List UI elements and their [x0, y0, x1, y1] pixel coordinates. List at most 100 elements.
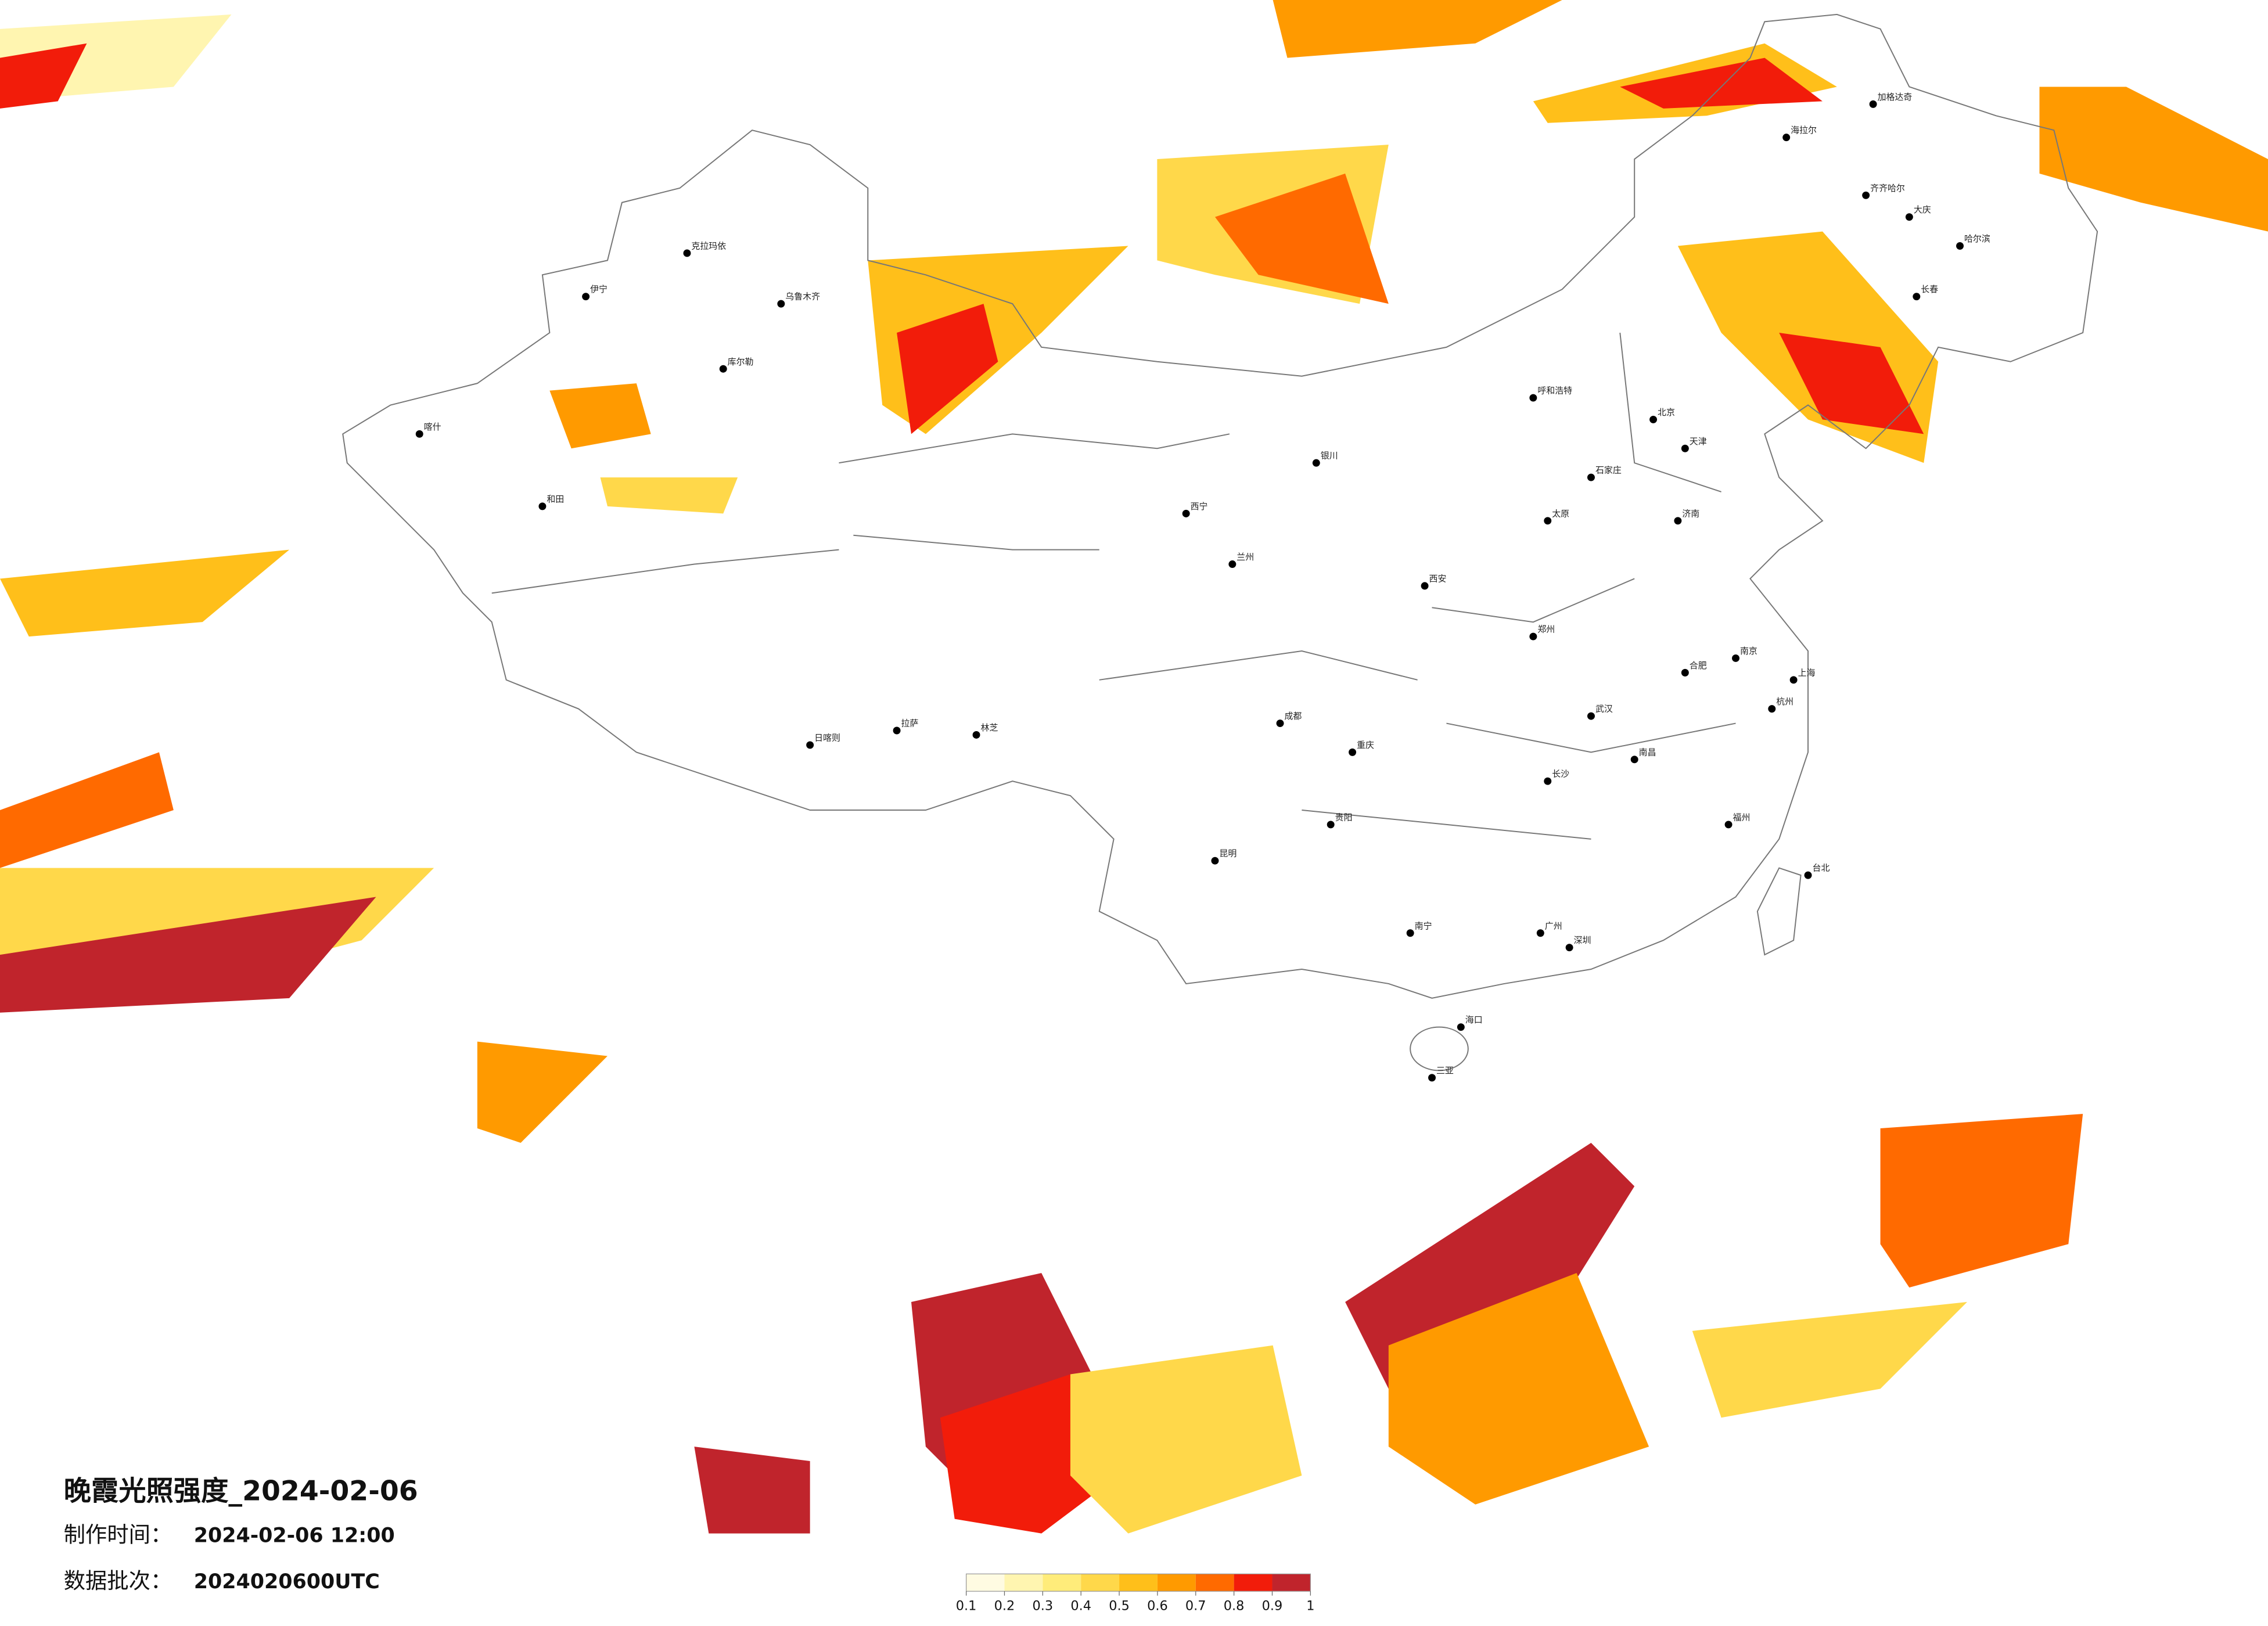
city-dot [1862, 191, 1870, 199]
field-patch [1214, 173, 1389, 304]
city-dot [1732, 654, 1739, 662]
colorbar-tick-label: 0.4 [1070, 1599, 1091, 1614]
hainan-outline [1410, 1026, 1469, 1071]
city-dot [1587, 473, 1595, 481]
city-dot [1804, 871, 1812, 879]
city-label: 北京 [1658, 407, 1675, 418]
city-dot [1587, 712, 1595, 720]
city-dot [1327, 821, 1335, 829]
field-patch [0, 897, 376, 1013]
colorbar-swatch [966, 1574, 1005, 1592]
colorbar-swatch [1195, 1574, 1234, 1592]
colorbar-tick-label: 0.5 [1109, 1599, 1130, 1614]
colorbar-tick-label: 0.9 [1262, 1599, 1283, 1614]
city-label: 南京 [1740, 646, 1757, 656]
city-dot [1536, 929, 1544, 937]
field-patch [1620, 57, 1823, 109]
city-label: 大庆 [1914, 204, 1931, 215]
city-label: 贵阳 [1335, 812, 1353, 822]
city-dot [1312, 459, 1320, 467]
city-dot [972, 731, 980, 739]
city-label: 海拉尔 [1791, 125, 1817, 135]
city-dot [415, 430, 423, 438]
field-patch [1345, 1142, 1635, 1389]
field-patch [1273, 0, 1562, 58]
colorbar-swatch [1157, 1574, 1196, 1592]
colorbar-swatch [1119, 1574, 1158, 1592]
info-value: 2024020600UTC [194, 1570, 380, 1593]
boundaries [342, 13, 2098, 1071]
field-patch [477, 1041, 608, 1143]
city-dot [1182, 509, 1190, 517]
city-dot [1421, 582, 1429, 590]
city-label: 银川 [1321, 451, 1338, 461]
colorbar-frame [965, 1573, 1311, 1592]
city-dot [1428, 1074, 1436, 1082]
city-dot [582, 293, 590, 301]
field-patch [1779, 332, 1924, 434]
city-label: 和田 [547, 494, 564, 504]
field-patch [600, 477, 738, 514]
city-dot [1211, 857, 1219, 865]
map-title: 晚霞光照强度_2024-02-06 [64, 1475, 418, 1507]
city-label: 重庆 [1357, 740, 1374, 750]
city-label: 武汉 [1595, 704, 1613, 714]
city-label: 日喀则 [814, 732, 840, 743]
info: 制作时间： 2024-02-06 12:00 数据批次： 2024020600UTC [64, 1522, 395, 1594]
city-label: 南宁 [1415, 920, 1432, 931]
city-dot [1681, 444, 1689, 452]
city-label: 南昌 [1639, 747, 1656, 757]
city-dot [1457, 1023, 1465, 1031]
city-label: 加格达奇 [1878, 92, 1913, 102]
field-patch [0, 43, 87, 109]
city-dot [683, 249, 691, 257]
city-dot [1905, 213, 1913, 221]
field-patch [1692, 1301, 1967, 1418]
country-outline [342, 13, 2098, 999]
city-dot [1956, 242, 1964, 250]
city-dot [1724, 821, 1733, 829]
field-patch [0, 752, 174, 868]
field-patch [897, 304, 998, 434]
colorbar-tick-label: 1 [1306, 1599, 1314, 1614]
field-patch [1070, 1345, 1302, 1534]
city-dot [1630, 756, 1638, 764]
city-dot [806, 741, 814, 749]
city-dot [1529, 394, 1537, 402]
colorbar: 0.1 0.2 0.3 0.4 0.5 0.6 0.7 0.8 0.9 1 [956, 1573, 1314, 1614]
city-dot [1649, 415, 1658, 423]
colorbar-swatch [1081, 1574, 1120, 1592]
city-label: 乌鲁木齐 [785, 292, 820, 302]
city-label: 呼和浩特 [1537, 386, 1572, 396]
city-label: 台北 [1813, 863, 1830, 873]
field-patch [1388, 1273, 1649, 1505]
colorbar-swatch [1043, 1574, 1081, 1592]
city-label: 林芝 [981, 722, 998, 733]
city-dot [893, 726, 901, 735]
city-label: 库尔勒 [728, 357, 754, 367]
city-label: 伊宁 [590, 284, 608, 294]
field-patch [694, 1447, 810, 1534]
city-label: 福州 [1733, 812, 1751, 822]
city-dot [1789, 676, 1798, 684]
city-label: 上海 [1798, 667, 1816, 678]
city-dot [1674, 517, 1682, 525]
colorbar-tick-label: 0.1 [956, 1599, 977, 1614]
field-patch [0, 549, 290, 637]
city-label: 杭州 [1776, 696, 1793, 707]
city-dot [1782, 134, 1791, 142]
field-patch [1880, 1114, 2083, 1288]
city-dot [1529, 632, 1537, 641]
city-label: 西宁 [1191, 501, 1208, 512]
city-label: 石家庄 [1595, 465, 1622, 476]
city-label: 拉萨 [901, 718, 919, 729]
city-dot [1349, 748, 1357, 756]
colorbar-tick-label: 0.3 [1033, 1599, 1054, 1614]
info-label: 制作时间： [64, 1522, 172, 1548]
city-label: 太原 [1552, 508, 1569, 519]
colorbar-tick-label: 0.6 [1147, 1599, 1168, 1614]
province-line [491, 332, 1736, 840]
colorbar-tick-label: 0.7 [1185, 1599, 1206, 1614]
